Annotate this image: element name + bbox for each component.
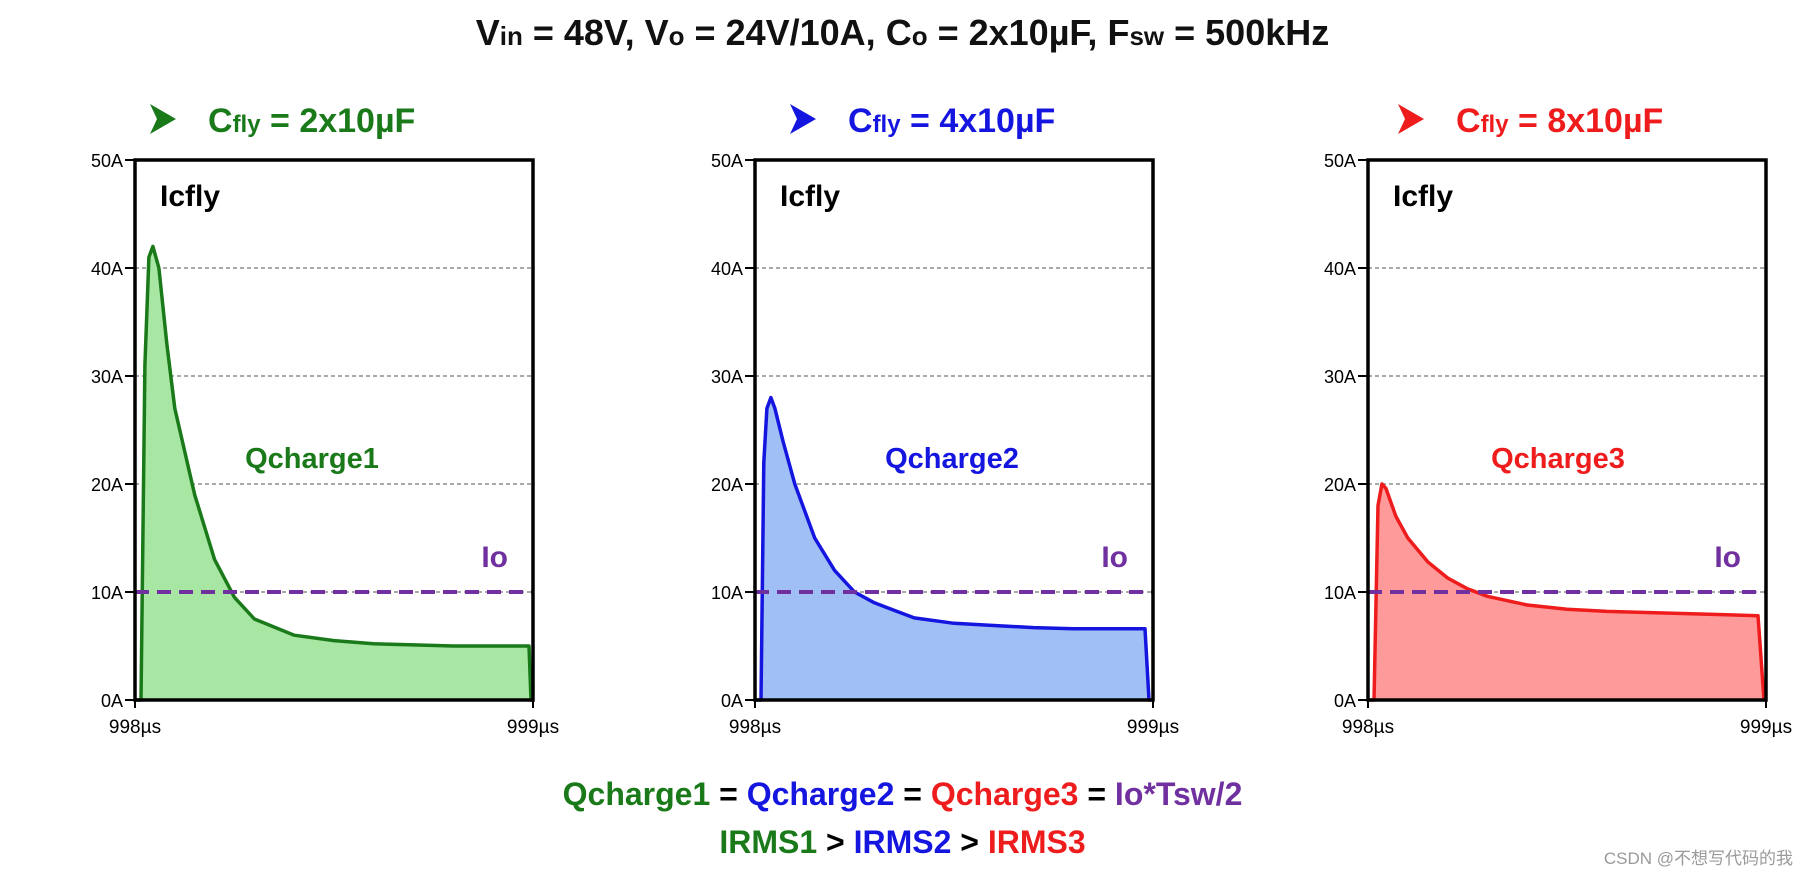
qcharge2-term: Qcharge2 — [746, 776, 895, 812]
chart-panel-3: Cfly = 8x10µF 0A 10A 20A 30A 40A 50A 998µs 999µs… — [1324, 102, 1792, 738]
io-label: Io — [481, 541, 508, 574]
signal-label: Icfly — [1393, 180, 1453, 213]
x-tick-label: 999µs — [1127, 717, 1179, 738]
signal-label: Icfly — [780, 180, 840, 213]
chart-title-sub: fly — [873, 111, 902, 138]
chart-title-sub: fly — [1481, 111, 1510, 138]
current-waveform-line — [135, 244, 533, 702]
y-tick-label: 30A — [711, 367, 743, 387]
chart-title-rest: = 2x10µF — [261, 102, 416, 140]
chart-title-sub: fly — [233, 111, 262, 138]
signal-label: Icfly — [160, 180, 220, 213]
charge-area-fill — [755, 397, 1153, 700]
y-tick-label: 50A — [91, 151, 123, 171]
qcharge1-term: Qcharge1 — [562, 776, 711, 812]
x-tick-label: 998µs — [1342, 717, 1394, 738]
y-tick-label: 40A — [91, 259, 123, 279]
chart-title-main: C — [1456, 102, 1481, 140]
chart-title-rest: = 4x10µF — [901, 102, 1056, 140]
irms3-term: IRMS3 — [987, 824, 1086, 860]
x-tick-label: 999µs — [507, 717, 559, 738]
chart-title-rest: = 8x10µF — [1509, 102, 1664, 140]
io-label: Io — [1101, 541, 1128, 574]
y-tick-label: 0A — [1334, 691, 1356, 711]
x-tick-label: 998µs — [729, 717, 781, 738]
arrow-bullet-icon — [1398, 104, 1424, 134]
chart-panel-2: Cfly = 4x10µF 0A 10A 20A 30A 40A 50A 998µs 999µs… — [711, 102, 1179, 738]
y-tick-label: 20A — [1324, 475, 1356, 495]
y-tick-label: 0A — [721, 691, 743, 711]
chart-title: Cfly = 4x10µF — [848, 102, 1055, 140]
charge-area-label: Qcharge2 — [885, 443, 1019, 475]
rms-comparison-formula: IRMS1 > IRMS2 > IRMS3 — [719, 824, 1086, 860]
y-tick-label: 50A — [711, 151, 743, 171]
y-tick-label: 20A — [91, 475, 123, 495]
charge-area-fill — [135, 246, 533, 700]
y-tick-label: 30A — [1324, 367, 1356, 387]
y-tick-label: 30A — [91, 367, 123, 387]
y-tick-label: 10A — [1324, 583, 1356, 603]
x-tick-label: 999µs — [1740, 717, 1792, 738]
y-tick-label: 20A — [711, 475, 743, 495]
watermark: CSDN @不想写代码的我 — [1603, 849, 1793, 868]
charge-area-label: Qcharge3 — [1491, 443, 1625, 475]
irms1-term: IRMS1 — [719, 824, 818, 860]
charge-area-fill — [1368, 484, 1766, 700]
y-tick-label: 50A — [1324, 151, 1356, 171]
y-tick-label: 40A — [711, 259, 743, 279]
chart-title-main: C — [848, 102, 873, 140]
x-tick-label: 998µs — [109, 717, 161, 738]
chart-title: Cfly = 2x10µF — [208, 102, 415, 140]
y-tick-label: 10A — [711, 583, 743, 603]
current-waveform-line — [1368, 482, 1766, 702]
charts-area: Cfly = 2x10µF 0A 10A 20A 30A 40A 50A 998µs 999µs… — [91, 102, 1792, 738]
io-tsw-term: Io*Tsw/2 — [1114, 776, 1243, 812]
page-title: Vin = 48V, Vo = 24V/10A, Co = 2x10µF, Fs… — [475, 12, 1330, 53]
y-tick-label: 0A — [101, 691, 123, 711]
charge-equality-formula: Qcharge1 = Qcharge2 = Qcharge3 = Io*Tsw/… — [562, 776, 1243, 812]
chart-title-main: C — [208, 102, 233, 140]
plot-frame — [133, 158, 535, 702]
y-tick-label: 40A — [1324, 259, 1356, 279]
chart-title: Cfly = 8x10µF — [1456, 102, 1663, 140]
io-label: Io — [1714, 541, 1741, 574]
qcharge3-term: Qcharge3 — [930, 776, 1079, 812]
plot-frame — [1366, 158, 1768, 702]
arrow-bullet-icon — [150, 104, 176, 134]
chart-panel-1: Cfly = 2x10µF 0A 10A 20A 30A 40A 50A 998µs 999µs… — [91, 102, 559, 738]
plot-frame — [753, 158, 1155, 702]
y-tick-label: 10A — [91, 583, 123, 603]
irms2-term: IRMS2 — [853, 824, 952, 860]
arrow-bullet-icon — [790, 104, 816, 134]
charge-area-label: Qcharge1 — [245, 443, 379, 475]
